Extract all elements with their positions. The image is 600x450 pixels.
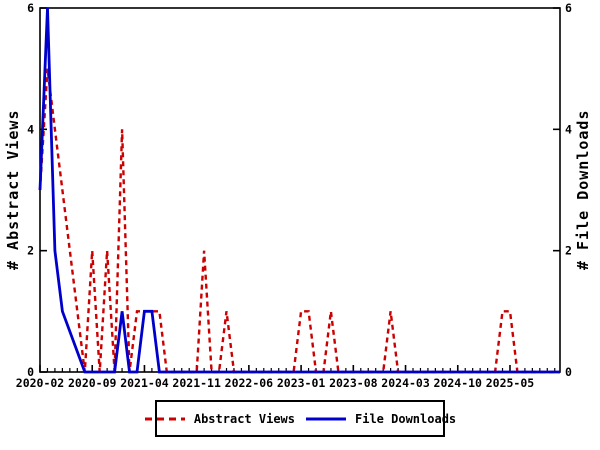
x-tick-label: 2021-04 xyxy=(120,376,169,390)
legend-item-file-downloads: File Downloads xyxy=(305,412,456,426)
x-tick-label: 2022-06 xyxy=(225,376,274,390)
file-downloads-line xyxy=(38,7,560,374)
file-downloads-line-sample-icon xyxy=(306,417,346,420)
x-tick-label: 2020-02 xyxy=(16,376,64,390)
legend-label-file-downloads: File Downloads xyxy=(355,411,457,426)
y-right-tick-label: 6 xyxy=(565,1,572,15)
abstract-views-line-sample-icon xyxy=(144,417,185,420)
plot-border xyxy=(39,7,561,373)
x-tick-label: 2025-05 xyxy=(486,376,535,390)
legend-label-abstract-views: Abstract Views xyxy=(193,411,295,426)
left-axis-title: # Abstract Views xyxy=(4,109,22,271)
x-tick-label: 2023-01 xyxy=(277,376,326,390)
y-left-tick-label: 2 xyxy=(27,244,34,258)
y-right-tick-label: 4 xyxy=(565,122,572,136)
abstract-views-line xyxy=(38,68,560,374)
x-tick-label: 2024-10 xyxy=(434,376,483,390)
y-right-tick-label: 0 xyxy=(565,365,572,379)
x-tick-label: 2023-08 xyxy=(329,376,378,390)
x-tick-label: 2024-03 xyxy=(381,376,430,390)
x-tick-label: 2021-11 xyxy=(172,376,221,390)
y-left-tick-label: 6 xyxy=(27,1,34,15)
x-tick-label: 2020-09 xyxy=(68,376,117,390)
legend: Abstract Views File Downloads xyxy=(144,400,456,437)
y-right-tick-label: 2 xyxy=(565,244,572,258)
right-axis-title: # File Downloads xyxy=(574,109,592,271)
y-left-tick-label: 4 xyxy=(27,122,34,136)
y-left-tick-label: 0 xyxy=(27,365,34,379)
legend-item-abstract-views: Abstract Views xyxy=(144,412,295,426)
